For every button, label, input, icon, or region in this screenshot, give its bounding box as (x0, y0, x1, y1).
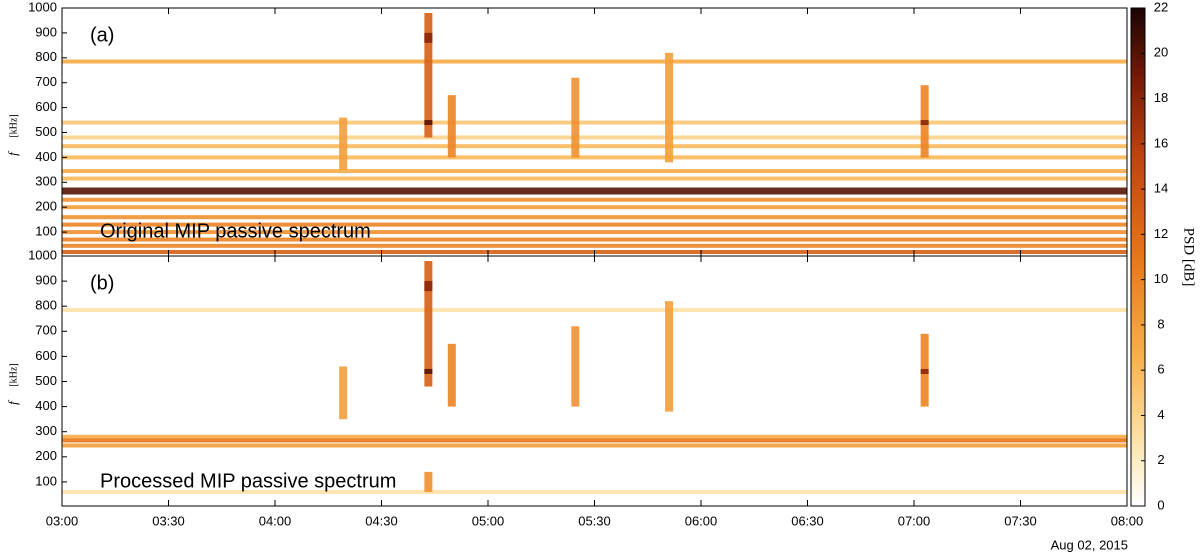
band (62, 230, 1127, 235)
colorbar-tick-label: 12 (1154, 226, 1168, 241)
burst (920, 368, 929, 374)
band (62, 443, 1127, 448)
colorbar-tick-label: 18 (1154, 90, 1168, 105)
colorbar-tick-label: 22 (1154, 0, 1168, 14)
colorbar-tick-label: 2 (1157, 452, 1164, 467)
x-tick-label: 05:30 (578, 513, 611, 528)
band (62, 144, 1127, 149)
burst (424, 12, 433, 138)
panel-label: (b) (90, 272, 114, 294)
colorbar (1130, 7, 1146, 507)
panel-label: (a) (90, 24, 114, 46)
burst (424, 368, 433, 374)
band (62, 155, 1127, 160)
panel (62, 12, 1127, 255)
annotation: Processed MIP passive spectrum (100, 470, 396, 492)
band (62, 187, 1127, 195)
burst (920, 120, 929, 126)
colorbar-tick-label: 14 (1154, 181, 1168, 196)
y-tick-label: 600 (35, 348, 57, 363)
y-tick-label: 800 (35, 298, 57, 313)
burst (424, 281, 433, 292)
band (62, 59, 1127, 64)
y-tick-label: 200 (35, 199, 57, 214)
y-tick-label: 900 (35, 273, 57, 288)
y-tick-label: 700 (35, 74, 57, 89)
band (62, 222, 1127, 227)
x-tick-label: 05:00 (472, 513, 505, 528)
burst (424, 32, 433, 43)
x-tick-label: 07:00 (898, 513, 931, 528)
x-tick-label: 07:30 (1004, 513, 1037, 528)
band (62, 307, 1127, 312)
y-axis-label: f (5, 399, 20, 405)
colorbar-label: PSD [dB] (1181, 228, 1197, 287)
y-tick-label: 1000 (28, 0, 57, 14)
panel (62, 261, 1127, 494)
band (62, 176, 1127, 181)
band (62, 169, 1127, 174)
y-tick-label: 1000 (28, 247, 57, 262)
band (62, 489, 1127, 494)
burst (571, 326, 580, 407)
colorbar-tick-label: 8 (1157, 316, 1164, 331)
y-axis-label: f (5, 150, 20, 156)
burst (339, 117, 348, 170)
band (62, 205, 1127, 210)
burst (424, 471, 433, 492)
y-tick-label: 500 (35, 373, 57, 388)
y-tick-label: 700 (35, 323, 57, 338)
y-tick-label: 100 (35, 224, 57, 239)
band (62, 438, 1127, 443)
x-tick-label: 03:00 (46, 513, 79, 528)
burst (447, 343, 456, 407)
colorbar-tick-label: 16 (1154, 135, 1168, 150)
y-tick-label: 300 (35, 423, 57, 438)
burst (339, 366, 348, 420)
y-tick-label: 400 (35, 398, 57, 413)
band (62, 135, 1127, 140)
y-axis-unit: [kHz] (8, 363, 19, 386)
burst (571, 77, 580, 158)
y-tick-label: 500 (35, 124, 57, 139)
date-label: Aug 02, 2015 (1051, 537, 1128, 552)
burst (447, 95, 456, 158)
x-tick-label: 04:00 (259, 513, 292, 528)
band (62, 120, 1127, 125)
y-tick-label: 600 (35, 99, 57, 114)
band (62, 197, 1127, 202)
colorbar-tick-label: 6 (1157, 362, 1164, 377)
colorbar-tick-label: 20 (1154, 45, 1168, 60)
x-tick-label: 06:00 (685, 513, 718, 528)
band (62, 237, 1127, 242)
y-tick-label: 400 (35, 149, 57, 164)
plot-frame (61, 255, 1128, 507)
y-tick-label: 200 (35, 448, 57, 463)
band (62, 243, 1127, 248)
x-tick-label: 06:30 (791, 513, 824, 528)
y-tick-label: 300 (35, 174, 57, 189)
burst (424, 120, 433, 126)
band (62, 215, 1127, 220)
annotation: Original MIP passive spectrum (100, 220, 371, 242)
burst (424, 261, 433, 387)
y-tick-label: 900 (35, 24, 57, 39)
y-tick-label: 800 (35, 49, 57, 64)
colorbar-tick-label: 4 (1157, 407, 1164, 422)
y-tick-label: 100 (35, 473, 57, 488)
y-axis-unit: [kHz] (8, 114, 19, 137)
colorbar-tick-label: 10 (1154, 271, 1168, 286)
burst (665, 301, 674, 412)
x-tick-label: 08:00 (1111, 513, 1144, 528)
colorbar-tick-label: 0 (1157, 497, 1164, 512)
x-tick-label: 03:30 (152, 513, 185, 528)
band (62, 434, 1127, 439)
burst (665, 52, 674, 163)
x-tick-label: 04:30 (365, 513, 398, 528)
